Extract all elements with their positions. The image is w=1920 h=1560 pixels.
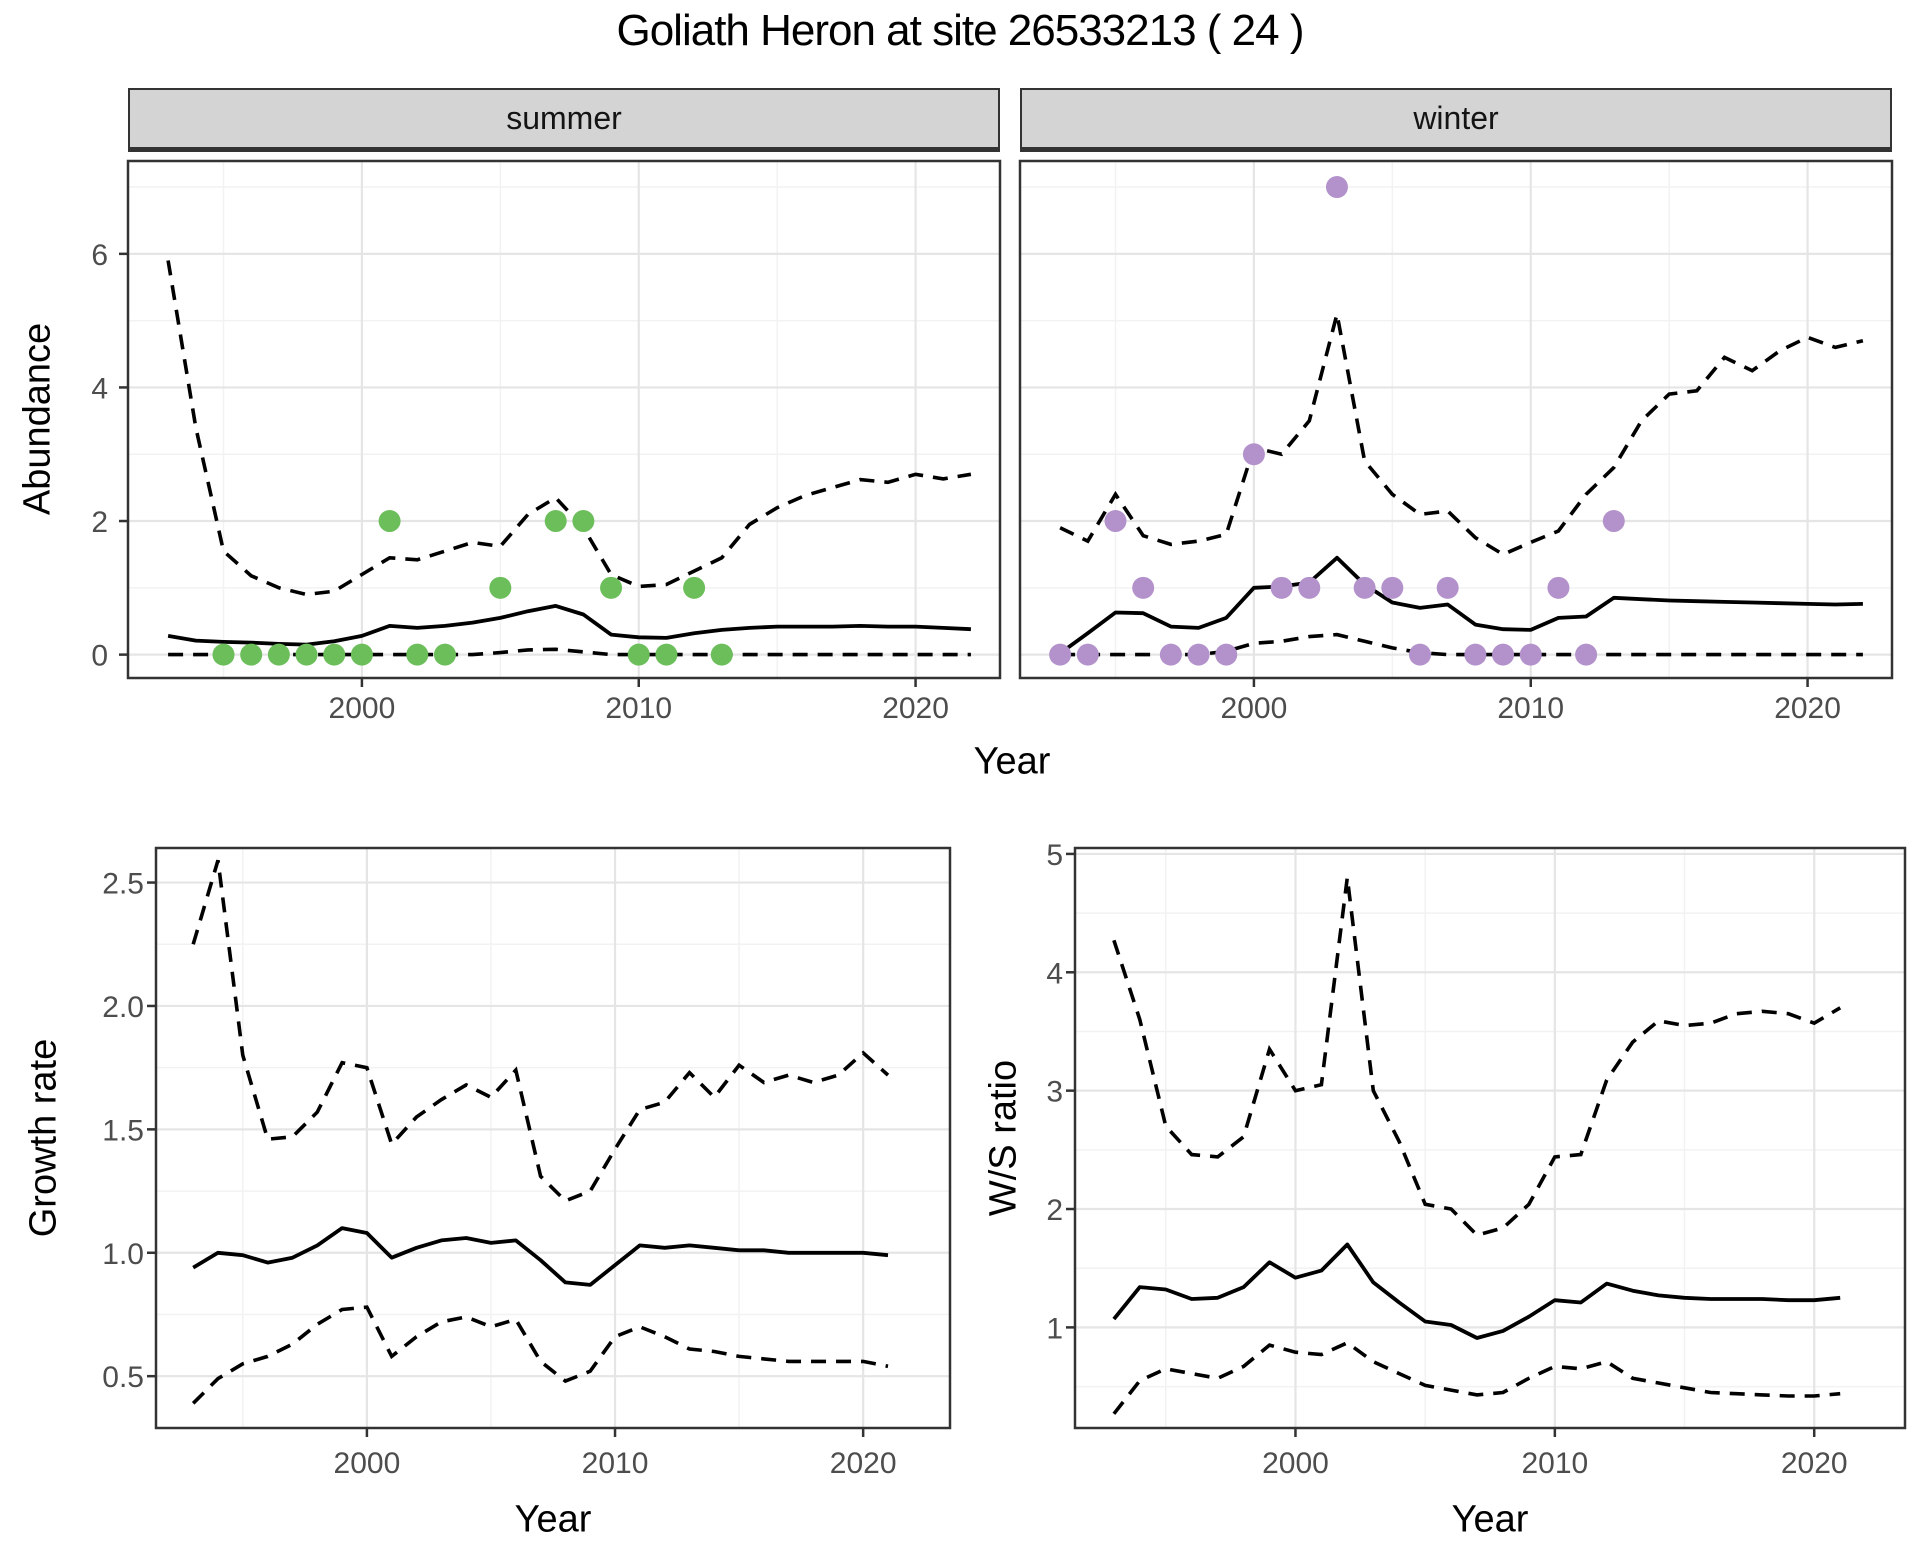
chart-title: Goliath Heron at site 26533213 ( 24 ) [616,6,1304,55]
x-axis-title-year-bottom-left: Year [514,1498,592,1541]
y-tick-label: 1 [1046,1312,1063,1345]
ws-ratio-median [1112,1242,1841,1340]
facet-strip-summer-label: summer [506,100,622,136]
y-tick-label: 1.5 [102,1114,144,1147]
x-tick-label: 2010 [605,692,672,725]
y-tick-label: 6 [91,239,108,272]
y-axis-title-ws-ratio: W/S ratio [982,1059,1025,1217]
abundance-winter-upper-CI [1059,313,1864,557]
y-tick-label: 2 [1046,1194,1063,1227]
y-axis-title-growth-rate: Growth rate [22,1038,65,1238]
abundance-summer-median [167,604,971,647]
x-tick-label: 2020 [882,692,949,725]
y-tick-label: 2 [91,506,108,539]
x-tick-label: 2000 [1262,1447,1329,1480]
y-tick-label: 2.0 [102,991,144,1024]
growth-rate-lower-CI [191,1305,889,1405]
x-axis-title-year-top: Year [973,740,1051,783]
y-tick-label: 0.5 [102,1361,144,1394]
facet-strip-winter-label: winter [1413,100,1499,136]
y-tick-label: 2.5 [102,868,144,901]
abundance-summer-observation-points [212,510,733,666]
panel-growth-rate: 2000 2010 2020 0.5 1.0 1.5 2.0 2.5 [102,846,952,1480]
x-tick-label: 2020 [1781,1447,1848,1480]
y-tick-label: 5 [1046,839,1063,872]
abundance-winter-observation-points [1049,176,1625,666]
y-tick-label: 1.0 [102,1238,144,1271]
abundance-winter-median [1058,555,1863,655]
growth-rate-upper-CI [191,859,890,1204]
x-tick-label: 2000 [1221,692,1288,725]
facet-strip-summer: summer [128,88,1000,152]
abundance-summer-upper-CI [166,260,972,597]
ws-ratio-upper-CI [1112,877,1842,1238]
y-tick-label: 3 [1046,1076,1063,1109]
x-tick-label: 2010 [582,1447,649,1480]
y-tick-label: 4 [91,372,108,405]
x-tick-label: 2000 [334,1447,401,1480]
y-tick-label: 4 [1046,957,1063,990]
y-tick-label: 0 [91,640,108,673]
panel-abundance-summer: 2000 2010 2020 0 2 4 6 [91,159,1002,725]
x-axis-title-year-bottom-right: Year [1451,1498,1529,1541]
x-tick-label: 2000 [329,692,396,725]
panel-ws-ratio: 2000 2010 2020 1 2 3 4 5 [1046,839,1907,1480]
y-axis-title-abundance: Abundance [16,322,59,516]
x-tick-label: 2020 [1774,692,1841,725]
growth-rate-median [192,1226,889,1287]
facet-strip-winter: winter [1020,88,1892,152]
x-tick-label: 2010 [1497,692,1564,725]
x-tick-label: 2010 [1521,1447,1588,1480]
x-tick-label: 2020 [830,1447,897,1480]
panel-abundance-winter: 2000 2010 2020 [1018,159,1894,725]
ws-ratio-lower-CI [1112,1340,1841,1415]
